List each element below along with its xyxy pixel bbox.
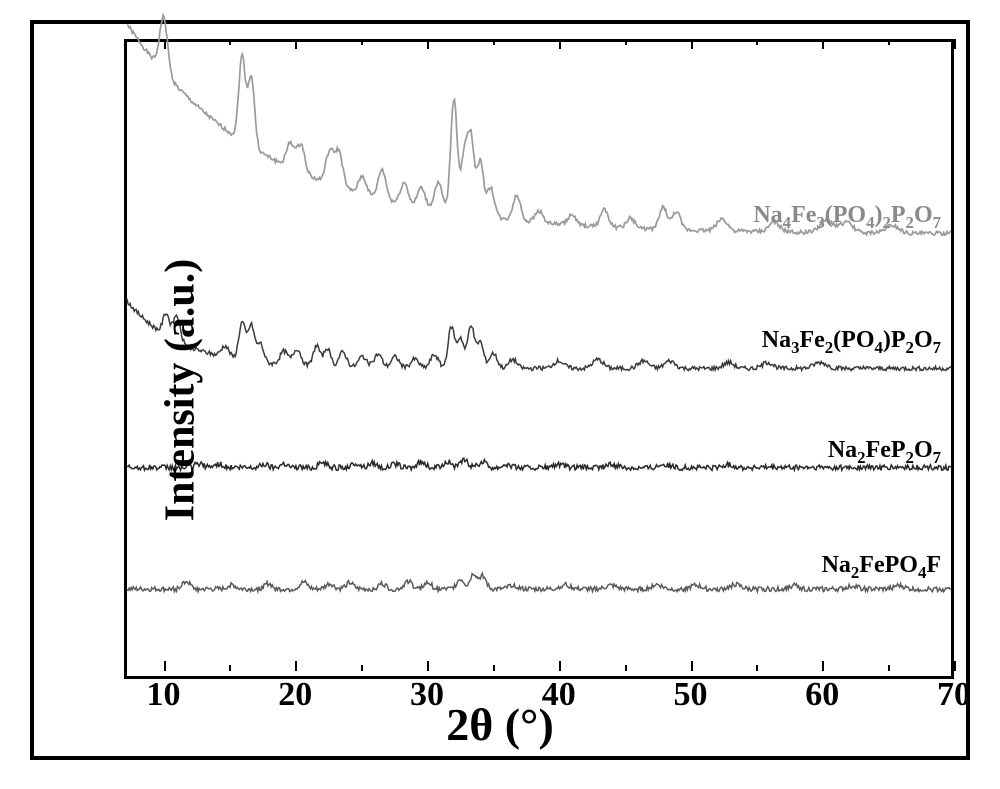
xrd-pattern-Na2FePO4F <box>127 42 951 682</box>
xtick-label: 60 <box>805 676 839 714</box>
xtick-minor-top <box>625 39 627 45</box>
xtick-mark-top <box>164 39 166 49</box>
chart-frame: Na4Fe3(PO4)2P2O7Na3Fe2(PO4)P2O7Na2FeP2O7… <box>30 20 970 760</box>
xtick-minor <box>361 665 363 671</box>
xtick-minor-top <box>888 39 890 45</box>
xtick-mark-top <box>427 39 429 49</box>
xtick-label: 20 <box>278 676 312 714</box>
xtick-minor <box>888 665 890 671</box>
xtick-minor <box>625 665 627 671</box>
x-axis-label: 2θ (°) <box>446 698 554 751</box>
xtick-minor-top <box>229 39 231 45</box>
xtick-mark <box>822 661 824 671</box>
xtick-label: 40 <box>542 676 576 714</box>
xtick-mark <box>427 661 429 671</box>
series-label-Na2FePO4F: Na2FePO4F <box>822 552 941 583</box>
xtick-minor <box>493 665 495 671</box>
xtick-minor <box>229 665 231 671</box>
xtick-label: 10 <box>147 676 181 714</box>
plot-area: Na4Fe3(PO4)2P2O7Na3Fe2(PO4)P2O7Na2FeP2O7… <box>124 39 954 679</box>
xtick-label: 30 <box>410 676 444 714</box>
xtick-mark-top <box>822 39 824 49</box>
xtick-label: 70 <box>937 676 971 714</box>
xtick-mark-top <box>559 39 561 49</box>
xtick-minor-top <box>756 39 758 45</box>
y-axis-label: Intensity (a.u.) <box>156 259 204 522</box>
xtick-mark <box>691 661 693 671</box>
xtick-mark-top <box>954 39 956 49</box>
xtick-mark <box>295 661 297 671</box>
xtick-mark <box>559 661 561 671</box>
xtick-mark <box>164 661 166 671</box>
xtick-mark <box>954 661 956 671</box>
xtick-minor <box>756 665 758 671</box>
xtick-mark-top <box>691 39 693 49</box>
xtick-mark-top <box>295 39 297 49</box>
xtick-label: 50 <box>674 676 708 714</box>
xtick-minor-top <box>361 39 363 45</box>
xtick-minor-top <box>493 39 495 45</box>
